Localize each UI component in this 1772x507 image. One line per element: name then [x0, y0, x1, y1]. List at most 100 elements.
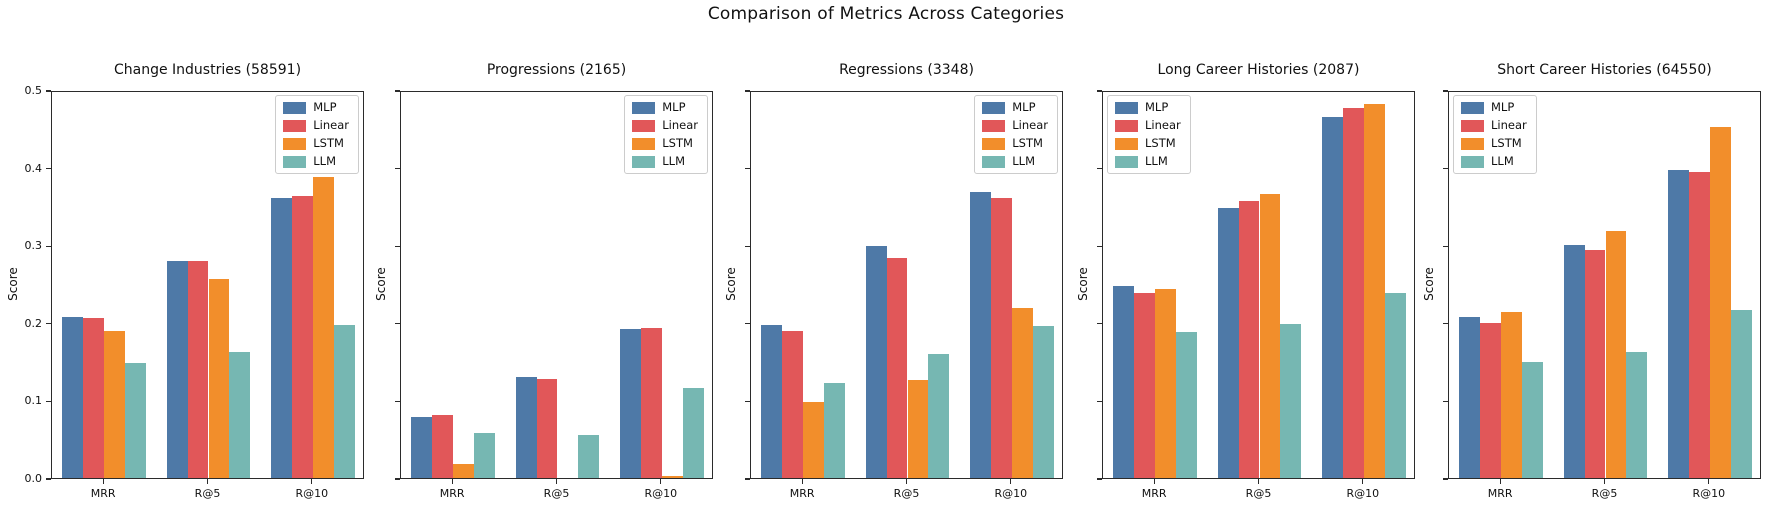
y-tick-label: 0.1	[24, 394, 43, 408]
legend: MLP Linear LSTM LLM	[624, 95, 708, 174]
legend-row-lstm: LSTM	[982, 137, 1048, 150]
bar-mlp-mrr	[62, 317, 84, 478]
legend-row-lstm: LSTM	[1115, 137, 1181, 150]
legend: MLP Linear LSTM LLM	[1453, 95, 1537, 174]
legend-label-mlp: MLP	[1145, 100, 1169, 114]
plot-area-change-industries-58591: MLP Linear LSTM LLM	[51, 91, 364, 479]
bar-mlp-r10	[1668, 169, 1689, 478]
bar-linear-mrr	[1134, 293, 1156, 478]
y-tick-mark	[46, 245, 51, 247]
y-tick-mark	[1097, 90, 1102, 92]
subplot-title-change-industries-58591: Change Industries (58591)	[113, 62, 302, 78]
legend-swatch-mlp	[632, 101, 656, 114]
legend-row-mlp: MLP	[632, 101, 698, 114]
subplot-title-short-career-histories-64550: Short Career Histories (64550)	[1497, 62, 1712, 78]
bar-llm-mrr	[824, 383, 845, 478]
bar-linear-r5	[1238, 200, 1260, 478]
subplot-title-regressions-3348: Regressions (3348)	[839, 62, 974, 78]
legend-swatch-mlp	[982, 101, 1006, 114]
legend-swatch-llm	[1461, 155, 1484, 168]
y-axis-label: Score	[374, 267, 388, 301]
y-tick-mark	[1097, 478, 1102, 480]
bar-lstm-r5	[208, 278, 230, 478]
y-tick-mark	[745, 323, 750, 325]
y-tick-label: 0.0	[24, 472, 43, 485]
legend-label-lstm: LSTM	[1145, 136, 1176, 150]
y-tick-label: 0.2	[24, 316, 43, 330]
bar-mlp-r10	[1322, 117, 1343, 478]
x-tick-mark	[311, 479, 313, 484]
y-tick-mark	[46, 478, 51, 480]
legend-row-llm: LLM	[982, 155, 1048, 168]
y-tick-mark	[745, 478, 750, 480]
bar-mlp-r5	[865, 245, 887, 478]
bar-linear-mrr	[83, 318, 105, 478]
legend-row-linear: Linear	[982, 119, 1048, 132]
bar-llm-mrr	[1522, 361, 1543, 478]
bar-mlp-mrr	[411, 417, 433, 478]
legend-row-lstm: LSTM	[632, 137, 698, 150]
legend-label-mlp: MLP	[1491, 100, 1515, 114]
y-tick-mark	[745, 245, 750, 247]
bar-llm-r5	[1626, 351, 1648, 478]
legend-label-mlp: MLP	[313, 100, 337, 114]
legend-swatch-llm	[982, 155, 1006, 168]
legend-label-llm: LLM	[1145, 154, 1168, 168]
bar-linear-r10	[291, 196, 313, 478]
legend-swatch-linear	[982, 119, 1006, 132]
x-tick-mark	[102, 479, 104, 484]
legend-row-lstm: LSTM	[283, 137, 349, 150]
bar-linear-r10	[640, 328, 662, 478]
legend-label-lstm: LSTM	[662, 136, 693, 150]
bar-llm-r10	[682, 387, 704, 478]
legend-swatch-lstm	[283, 137, 307, 150]
legend-row-llm: LLM	[1115, 155, 1181, 168]
legend-swatch-mlp	[283, 101, 307, 114]
legend-label-llm: LLM	[313, 154, 336, 168]
bar-lstm-r5	[907, 380, 929, 478]
y-tick-mark	[745, 167, 750, 170]
legend-label-linear: Linear	[313, 118, 349, 132]
bar-lstm-r10	[1011, 308, 1033, 478]
bar-llm-mrr	[1176, 332, 1197, 478]
x-tick-label-r5: R@5	[1245, 487, 1272, 500]
y-tick-mark	[395, 245, 400, 247]
x-tick-mark	[555, 479, 558, 484]
y-tick-mark	[745, 90, 750, 92]
bar-llm-r5	[229, 351, 251, 478]
legend-swatch-lstm	[632, 137, 656, 150]
bar-mlp-mrr	[761, 325, 783, 478]
x-tick-mark	[1153, 479, 1155, 484]
figure-title: Comparison of Metrics Across Categories	[707, 4, 1065, 24]
bar-llm-r5	[1280, 324, 1302, 478]
legend-swatch-mlp	[1461, 101, 1484, 114]
x-tick-mark	[801, 479, 803, 484]
subplot-title-long-career-histories-2087: Long Career Histories (2087)	[1157, 62, 1360, 78]
legend-swatch-mlp	[1115, 101, 1138, 114]
subplot-title-progressions-2165: Progressions (2165)	[486, 62, 627, 78]
legend-label-llm: LLM	[662, 154, 685, 168]
y-tick-mark	[395, 90, 400, 92]
x-tick-mark	[1257, 479, 1260, 484]
x-tick-mark	[1499, 479, 1501, 484]
bar-mlp-r5	[1217, 207, 1239, 478]
bar-lstm-r10	[1363, 103, 1385, 478]
x-tick-mark	[905, 479, 908, 484]
bar-llm-r10	[333, 325, 355, 478]
x-tick-mark	[1362, 479, 1364, 484]
bar-linear-r10	[990, 197, 1012, 478]
bar-mlp-mrr	[1113, 286, 1135, 478]
legend-row-mlp: MLP	[1461, 101, 1527, 114]
legend: MLP Linear LSTM LLM	[275, 95, 359, 174]
legend-swatch-lstm	[982, 137, 1006, 150]
x-tick-mark	[1708, 479, 1710, 484]
bar-linear-r10	[1688, 172, 1710, 478]
legend-label-llm: LLM	[1491, 154, 1514, 168]
y-axis-label: Score	[724, 267, 738, 301]
bar-lstm-mrr	[803, 401, 825, 478]
y-tick-mark	[46, 167, 51, 170]
plot-area-long-career-histories-2087: MLP Linear LSTM LLM	[1102, 91, 1415, 479]
bar-mlp-r5	[1563, 245, 1585, 478]
legend-row-llm: LLM	[1461, 155, 1527, 168]
y-axis-label: Score	[1422, 267, 1436, 301]
